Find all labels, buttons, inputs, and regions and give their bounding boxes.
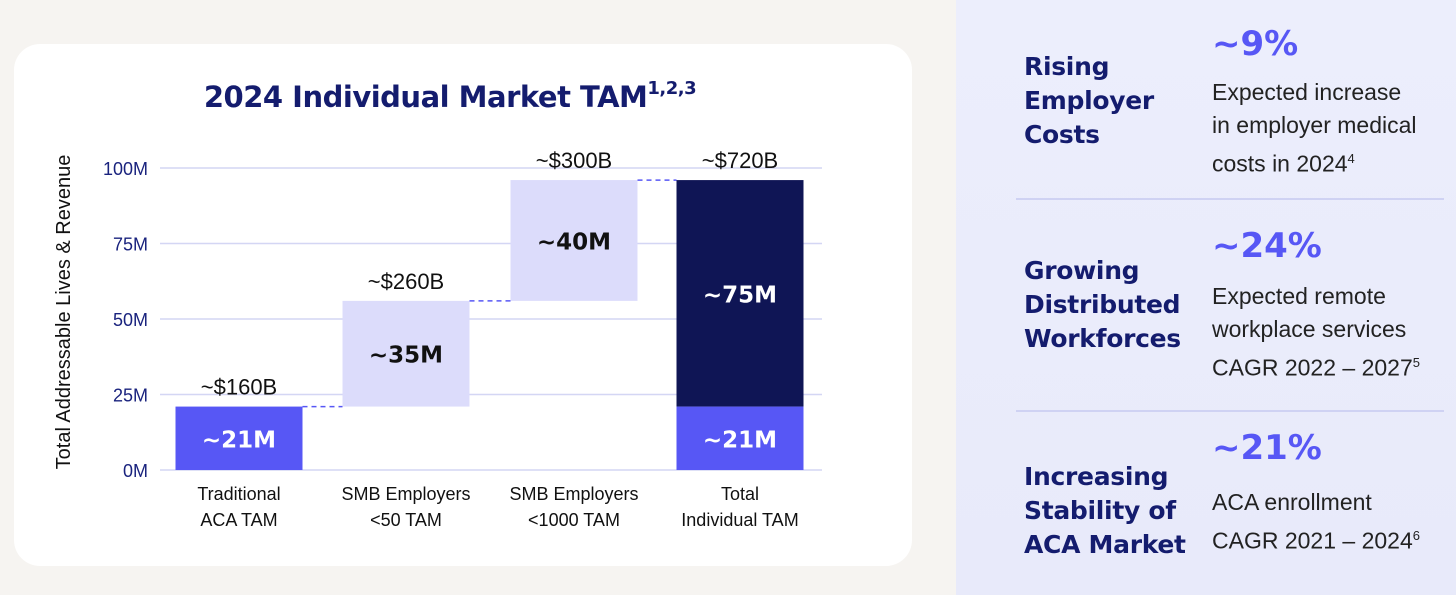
y-tick-label: 100M	[103, 159, 148, 179]
bar	[175, 406, 303, 470]
stat-description: Expected increase in employer medical cost…	[1212, 76, 1452, 181]
stat-description-line: in employer medical	[1212, 112, 1417, 138]
x-category-label: SMB Employers	[509, 484, 638, 504]
bar	[676, 180, 804, 407]
bar-value-label: ~35M	[369, 343, 443, 369]
y-tick-label: 0M	[123, 461, 148, 481]
stat-heading-line: Costs	[1024, 120, 1100, 149]
stat-description: ACA enrollment CAGR 2021 – 20246	[1212, 486, 1452, 558]
stat-heading-line: Stability of	[1024, 496, 1176, 525]
stat-heading-line: Increasing	[1024, 462, 1169, 491]
bar-value-label: ~21M	[703, 427, 777, 453]
stat-description-line: Expected remote	[1212, 283, 1386, 309]
x-category-label: <1000 TAM	[528, 510, 620, 530]
stat-description-line: CAGR 2021 – 20246	[1212, 527, 1420, 554]
chart-title-footnote: 1,2,3	[647, 78, 697, 99]
chart-title: 2024 Individual Market TAM1,2,3	[0, 78, 900, 114]
stat-footnote: 4	[1347, 151, 1355, 166]
bar-total-label: ~$260B	[368, 269, 444, 294]
stat-value: ~24%	[1212, 226, 1322, 266]
bar-total-label: ~$300B	[536, 148, 612, 173]
stat-heading-line: Workforces	[1024, 324, 1181, 353]
stat-heading-line: Rising	[1024, 52, 1110, 81]
stat-description-line: ACA enrollment	[1212, 489, 1372, 515]
stat-value: ~21%	[1212, 428, 1322, 468]
bar	[510, 180, 638, 301]
stat-description: Expected remote workplace services CAGR 20…	[1212, 280, 1452, 385]
stat-description-line: Expected increase	[1212, 79, 1402, 105]
bar-value-label: ~21M	[202, 427, 276, 453]
stat-heading: Rising Employer Costs	[1024, 50, 1194, 152]
stat-heading-line: Growing	[1024, 256, 1140, 285]
stat-heading-line: ACA Market	[1024, 530, 1186, 559]
stat-description-line: workplace services	[1212, 316, 1407, 342]
bar	[342, 300, 470, 407]
y-tick-label: 25M	[113, 386, 148, 406]
stat-heading-line: Distributed	[1024, 290, 1181, 319]
bar	[676, 406, 804, 470]
stat-value: ~9%	[1212, 24, 1299, 64]
x-category-label: ACA TAM	[200, 510, 277, 530]
stats-panel: Rising Employer Costs ~9% Expected increase i…	[956, 0, 1456, 595]
stat-footnote: 6	[1412, 528, 1420, 543]
y-tick-label: 75M	[113, 235, 148, 255]
bar-total-label: ~$720B	[702, 148, 778, 173]
bar-total-label: ~$160B	[201, 375, 277, 400]
y-tick-label: 50M	[113, 310, 148, 330]
y-axis-label: Total Addressable Lives & Revenue	[53, 155, 75, 470]
x-category-label: SMB Employers	[341, 484, 470, 504]
waterfall-chart: 0M 25M 50M 75M 100M Total Addressable Lives &…	[53, 148, 822, 530]
stat-description-line: costs in 20244	[1212, 150, 1355, 177]
stat-heading-line: Employer	[1024, 86, 1154, 115]
stat-heading: Growing Distributed Workforces	[1024, 254, 1194, 356]
stat-description-line: CAGR 2022 – 20275	[1212, 354, 1420, 381]
stat-heading: Increasing Stability of ACA Market	[1024, 460, 1194, 562]
stat-divider	[1016, 410, 1444, 412]
x-category-label: Individual TAM	[681, 510, 798, 530]
x-category-label: Traditional	[197, 484, 280, 504]
stat-footnote: 5	[1412, 355, 1420, 370]
stat-divider	[1016, 198, 1444, 200]
bar-value-label: ~75M	[703, 282, 777, 308]
bar-value-label: ~40M	[537, 229, 611, 255]
x-category-label: <50 TAM	[370, 510, 442, 530]
chart-title-text: 2024 Individual Market TAM	[203, 80, 648, 114]
x-category-label: Total	[721, 484, 759, 504]
